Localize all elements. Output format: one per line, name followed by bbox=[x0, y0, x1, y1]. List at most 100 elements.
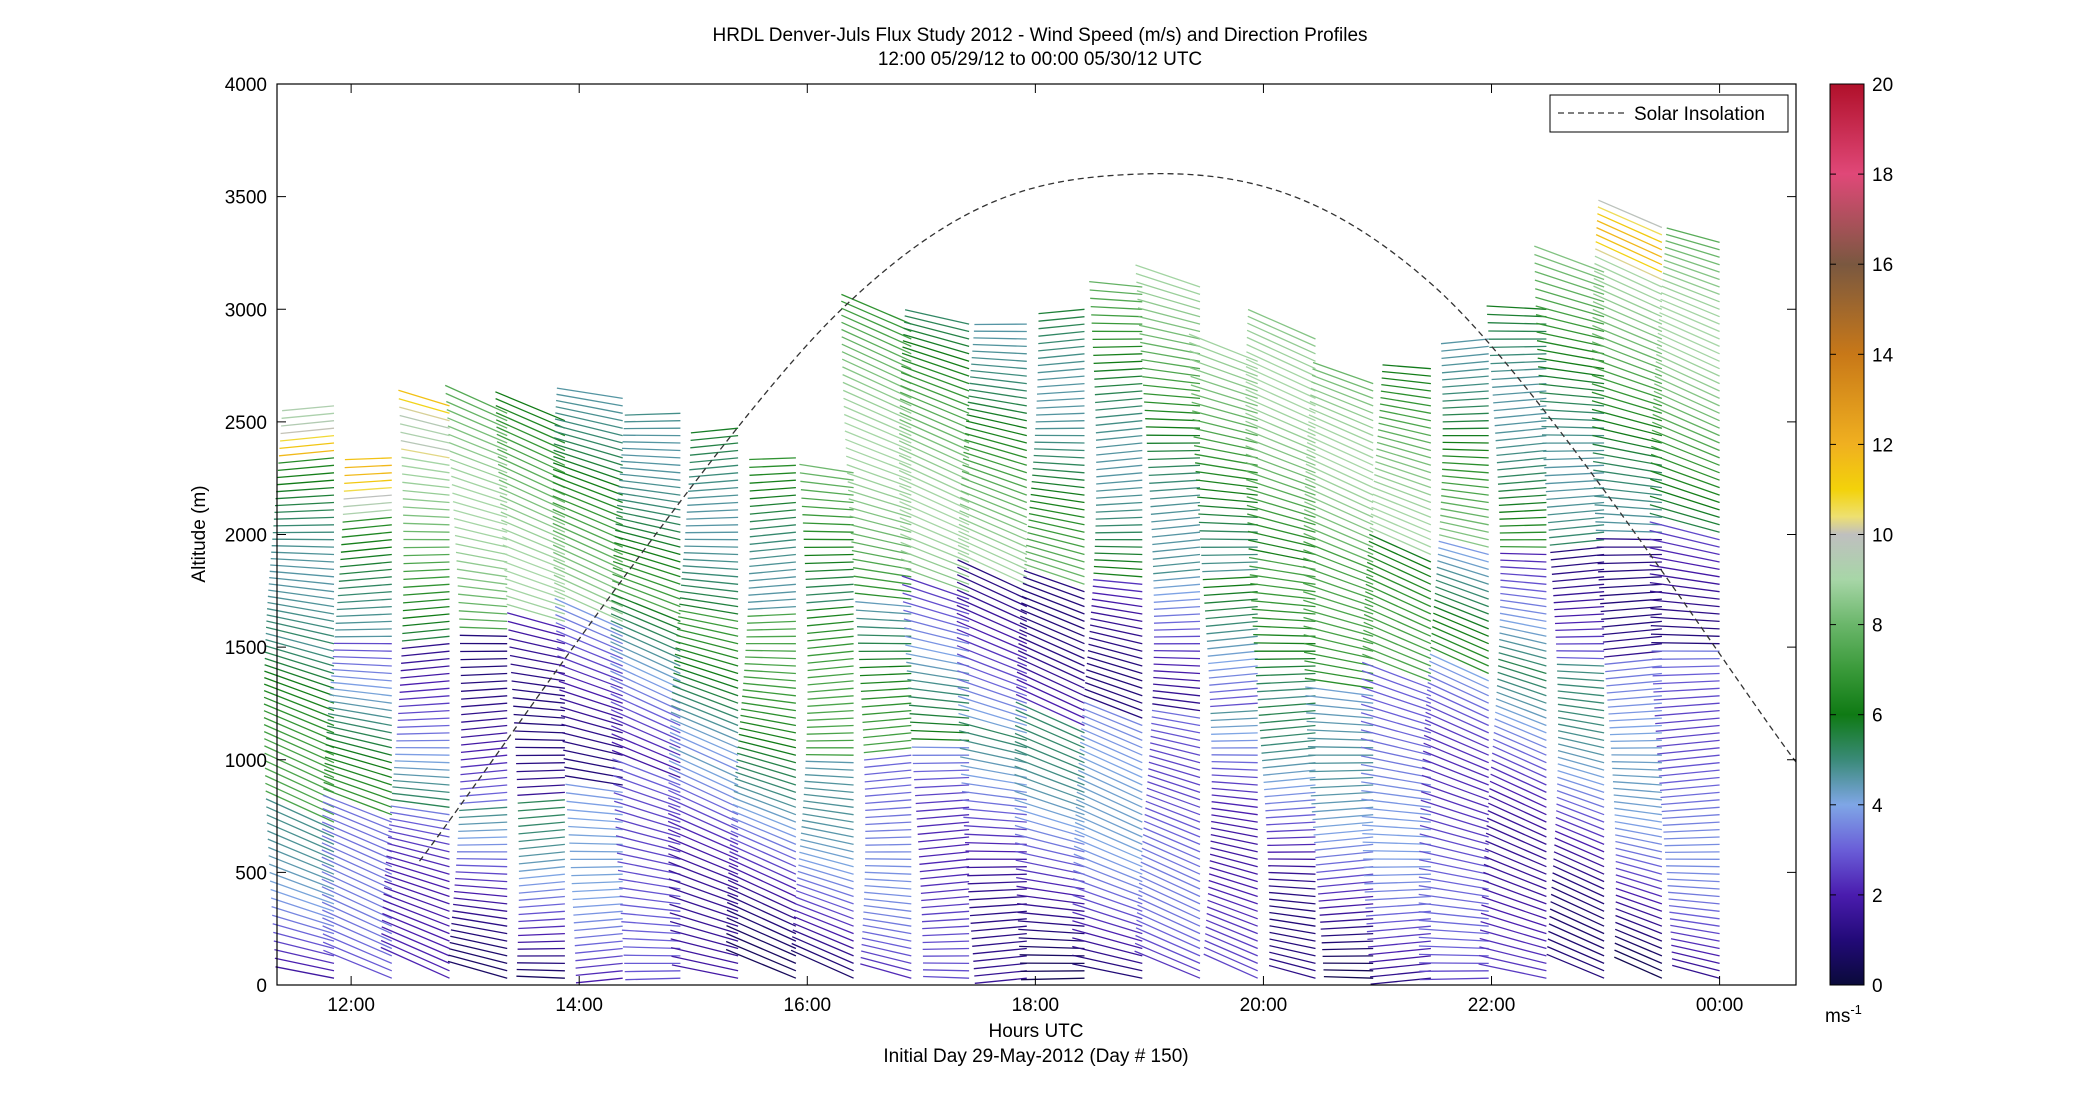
wind-barb bbox=[1608, 703, 1662, 707]
wind-barb bbox=[843, 382, 911, 413]
wind-barb bbox=[1015, 843, 1084, 859]
wind-barb bbox=[1141, 360, 1200, 369]
wind-barb bbox=[792, 944, 854, 971]
wind-barb bbox=[345, 458, 392, 460]
wind-barb bbox=[271, 552, 334, 554]
wind-barb bbox=[916, 807, 969, 811]
wind-barb bbox=[572, 882, 623, 884]
wind-barb bbox=[921, 897, 969, 901]
wind-barb bbox=[518, 934, 565, 936]
wind-barb bbox=[323, 802, 392, 830]
wind-barb bbox=[1079, 763, 1143, 792]
wind-barb bbox=[808, 651, 854, 656]
wind-barb bbox=[1438, 554, 1489, 569]
wind-barb bbox=[732, 811, 796, 837]
wind-barb bbox=[1039, 317, 1085, 322]
wind-barb bbox=[971, 926, 1027, 931]
wind-barb bbox=[1210, 861, 1258, 874]
wind-barb bbox=[402, 457, 450, 465]
wind-barb bbox=[960, 497, 1027, 524]
wind-barb bbox=[962, 478, 1027, 503]
wind-barb bbox=[1548, 510, 1605, 515]
wind-barb bbox=[1311, 792, 1373, 796]
wind-barb bbox=[1495, 428, 1546, 433]
wind-barb bbox=[455, 885, 508, 889]
wind-barb bbox=[448, 961, 507, 978]
wind-barb bbox=[335, 636, 392, 637]
wind-barb bbox=[690, 458, 738, 463]
wind-barb bbox=[1378, 430, 1431, 443]
wind-barb bbox=[1595, 249, 1662, 280]
wind-barb bbox=[848, 490, 911, 510]
wind-barb bbox=[1604, 651, 1662, 657]
wind-barb bbox=[1666, 866, 1720, 867]
wind-barb bbox=[1139, 891, 1200, 919]
y-tick-label: 2000 bbox=[225, 526, 267, 547]
wind-barb bbox=[1442, 376, 1489, 380]
wind-barb bbox=[620, 468, 680, 473]
wind-barb bbox=[612, 734, 681, 763]
wind-barb bbox=[518, 815, 565, 819]
wind-barb bbox=[388, 837, 450, 852]
wind-barb bbox=[1490, 781, 1546, 807]
wind-barb bbox=[804, 794, 854, 799]
wind-barb bbox=[1257, 688, 1315, 691]
wind-barb bbox=[1658, 326, 1719, 353]
wind-barb bbox=[403, 614, 450, 618]
wind-barb bbox=[1549, 924, 1604, 949]
wind-barb bbox=[1670, 919, 1720, 926]
wind-barb bbox=[574, 926, 623, 930]
wind-barb bbox=[1022, 590, 1084, 614]
wind-barb bbox=[1381, 391, 1431, 398]
wind-barb bbox=[1424, 743, 1489, 770]
wind-barb bbox=[1094, 369, 1142, 372]
wind-barb bbox=[1368, 548, 1431, 577]
wind-barb bbox=[1210, 688, 1258, 692]
wind-barb bbox=[1615, 822, 1662, 830]
wind-barb bbox=[1015, 750, 1085, 778]
wind-barb bbox=[1152, 717, 1200, 726]
wind-barb bbox=[682, 572, 738, 577]
wind-barb bbox=[1490, 789, 1547, 815]
wind-barb bbox=[1072, 947, 1142, 964]
wind-barb bbox=[403, 599, 449, 603]
wind-barb bbox=[1658, 763, 1719, 769]
wind-barb bbox=[566, 793, 623, 800]
wind-barb bbox=[1269, 899, 1315, 904]
wind-barb bbox=[1210, 848, 1257, 860]
wind-barb bbox=[1136, 936, 1201, 964]
wind-barb bbox=[402, 636, 450, 641]
wind-barb bbox=[282, 413, 334, 418]
wind-barb bbox=[1135, 943, 1200, 971]
wind-barb bbox=[1650, 591, 1720, 599]
wind-barb bbox=[1593, 317, 1662, 346]
wind-barb bbox=[1479, 964, 1547, 978]
wind-barb bbox=[856, 618, 911, 621]
wind-barb bbox=[1369, 541, 1431, 569]
wind-barb bbox=[461, 659, 508, 660]
wind-barb bbox=[1096, 525, 1143, 526]
wind-barb bbox=[1500, 613, 1546, 621]
wind-barb bbox=[971, 364, 1027, 369]
wind-barb bbox=[1077, 792, 1143, 822]
wind-barb bbox=[1310, 395, 1373, 421]
wind-barb bbox=[1363, 646, 1431, 673]
y-tick-label: 3500 bbox=[225, 188, 267, 209]
colorbar-unit: ms-1 bbox=[1825, 1002, 1862, 1027]
wind-barb bbox=[905, 310, 969, 324]
wind-barb bbox=[1493, 746, 1547, 770]
wind-barb bbox=[1092, 593, 1142, 599]
wind-barb bbox=[1096, 495, 1142, 498]
wind-barb bbox=[670, 930, 738, 948]
wind-barb bbox=[1612, 762, 1662, 763]
wind-barb bbox=[1206, 629, 1257, 634]
wind-barb bbox=[1554, 607, 1604, 610]
wind-barb bbox=[750, 525, 796, 530]
wind-barb bbox=[750, 480, 796, 483]
wind-barb bbox=[684, 546, 738, 547]
wind-barb bbox=[730, 845, 796, 875]
wind-barb bbox=[625, 978, 680, 980]
wind-barb bbox=[613, 574, 681, 599]
wind-barb bbox=[1021, 610, 1085, 637]
wind-barb bbox=[1424, 735, 1489, 762]
